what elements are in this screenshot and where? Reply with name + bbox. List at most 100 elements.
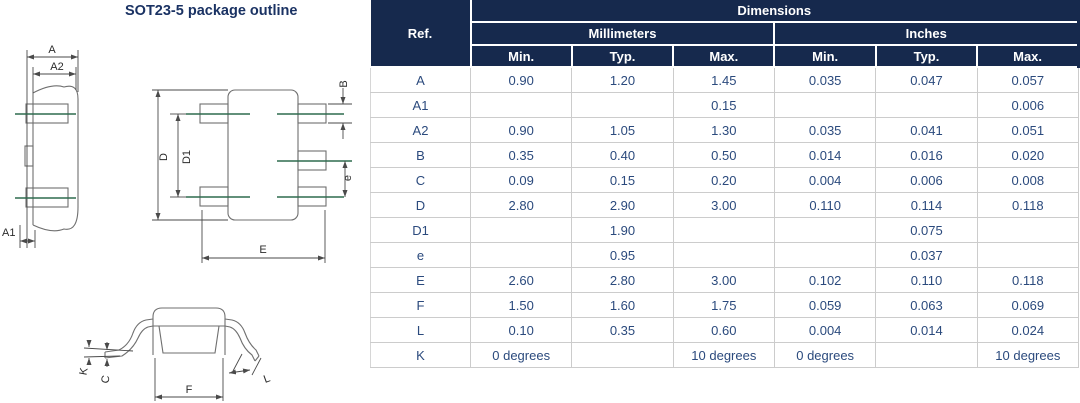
ext-line — [83, 355, 121, 358]
value-cell: 3.00 — [672, 267, 775, 293]
ref-cell: K — [370, 342, 471, 368]
ref-cell: A1 — [370, 92, 471, 118]
dim-label-l: L — [262, 372, 272, 385]
value-cell: 0.004 — [773, 167, 877, 193]
dim-label-a1: A1 — [2, 227, 15, 239]
top-body-outline — [227, 89, 299, 221]
value-cell — [672, 242, 775, 268]
front-body-outline — [152, 307, 226, 355]
value-cell: 0.110 — [773, 192, 877, 218]
value-cell: 0.035 — [773, 66, 877, 93]
header-row-dimensions: Ref. Dimensions — [370, 0, 1080, 68]
value-cell — [672, 217, 775, 243]
value-cell: 0.90 — [469, 117, 573, 143]
value-cell — [875, 342, 978, 368]
value-cell: 0.20 — [672, 167, 775, 193]
value-cell: 0.069 — [976, 292, 1080, 318]
table-row: K 0 degrees 10 degrees 0 degrees 10 degrees — [370, 342, 1080, 368]
value-cell: 0.102 — [773, 267, 877, 293]
front-body-inner-panel — [158, 325, 220, 354]
value-cell — [773, 242, 877, 268]
dim-label-b: B — [338, 80, 350, 87]
value-cell: 0.024 — [976, 317, 1080, 343]
table-header: Ref. Dimensions Millimeters Inches Min. … — [370, 0, 1080, 68]
value-cell: 2.60 — [469, 267, 573, 293]
header-in-typ: Typ. — [874, 44, 979, 68]
table-row: D1 1.90 0.075 — [370, 217, 1080, 243]
header-ref: Ref. — [370, 0, 472, 68]
value-cell: 0.40 — [571, 142, 674, 168]
value-cell: 0.014 — [773, 142, 877, 168]
value-cell: 0.035 — [773, 117, 877, 143]
value-cell: 3.00 — [672, 192, 775, 218]
top-view: D D1 B e E — [152, 80, 354, 263]
value-cell: 0 degrees — [469, 342, 573, 368]
ref-cell: e — [370, 242, 471, 268]
value-cell: 1.45 — [672, 66, 775, 93]
dim-label-ee: E — [259, 244, 266, 256]
value-cell: 0.063 — [875, 292, 978, 318]
table-row: C 0.09 0.15 0.20 0.004 0.006 0.008 — [370, 167, 1080, 193]
ext-line — [251, 357, 262, 376]
left-lead-top-edge — [104, 318, 154, 353]
dim-line-L — [228, 368, 251, 375]
value-cell: 1.20 — [571, 66, 674, 93]
header-in-max: Max. — [976, 44, 1080, 68]
value-cell: 0.014 — [875, 317, 978, 343]
value-cell — [571, 342, 674, 368]
ref-cell: B — [370, 142, 471, 168]
ref-cell: A — [370, 66, 471, 93]
value-cell: 10 degrees — [976, 342, 1080, 368]
header-row-min-typ-max: Min. Typ. Max. Min. Typ. Max. — [371, 44, 1080, 68]
right-lead-bottom-edge — [224, 325, 256, 362]
dim-label-f: F — [186, 384, 193, 396]
value-cell — [571, 92, 674, 118]
table-row: A1 0.15 0.006 — [370, 92, 1080, 118]
dim-label-a: A — [48, 44, 56, 56]
value-cell: 0.006 — [976, 92, 1080, 118]
header-mm-typ: Typ. — [570, 44, 675, 68]
value-cell — [469, 217, 573, 243]
value-cell: 0.35 — [469, 142, 573, 168]
value-cell: 1.60 — [571, 292, 674, 318]
value-cell: 0.047 — [875, 66, 978, 93]
value-cell: 0.110 — [875, 267, 978, 293]
value-cell: 1.75 — [672, 292, 775, 318]
value-cell — [469, 242, 573, 268]
header-dimensions: Dimensions — [469, 0, 1080, 23]
table-row: L 0.10 0.35 0.60 0.004 0.014 0.024 — [370, 317, 1080, 343]
side-bump — [24, 145, 34, 167]
table-row: e 0.95 0.037 — [370, 242, 1080, 268]
value-cell — [773, 217, 877, 243]
value-cell: 0.09 — [469, 167, 573, 193]
table-row: D 2.80 2.90 3.00 0.110 0.114 0.118 — [370, 192, 1080, 218]
side-view: A A2 A1 — [2, 44, 79, 248]
value-cell — [976, 242, 1080, 268]
value-cell — [773, 92, 877, 118]
value-cell: 1.90 — [571, 217, 674, 243]
value-cell: 1.05 — [571, 117, 674, 143]
value-cell — [875, 92, 978, 118]
dim-label-a2: A2 — [50, 61, 63, 73]
value-cell: 0.15 — [571, 167, 674, 193]
page-title: SOT23-5 package outline — [125, 3, 298, 19]
side-body-outline — [32, 85, 79, 232]
value-cell — [469, 92, 573, 118]
ref-cell: F — [370, 292, 471, 318]
front-view: K C F L — [77, 307, 272, 401]
value-cell: 0.006 — [875, 167, 978, 193]
ref-cell: D1 — [370, 217, 471, 243]
value-cell: 0.004 — [773, 317, 877, 343]
value-cell: 0.10 — [469, 317, 573, 343]
right-lead-tip — [254, 355, 260, 362]
value-cell: 0.075 — [875, 217, 978, 243]
header-in-min: Min. — [773, 44, 877, 68]
table-row: A 0.90 1.20 1.45 0.035 0.047 0.057 — [370, 66, 1080, 93]
value-cell: 0.35 — [571, 317, 674, 343]
value-cell: 0.90 — [469, 66, 573, 93]
value-cell: 0.008 — [976, 167, 1080, 193]
ref-cell: E — [370, 267, 471, 293]
dimensions-table: Ref. Dimensions Millimeters Inches Min. … — [370, 0, 1080, 368]
value-cell: 10 degrees — [672, 342, 775, 368]
